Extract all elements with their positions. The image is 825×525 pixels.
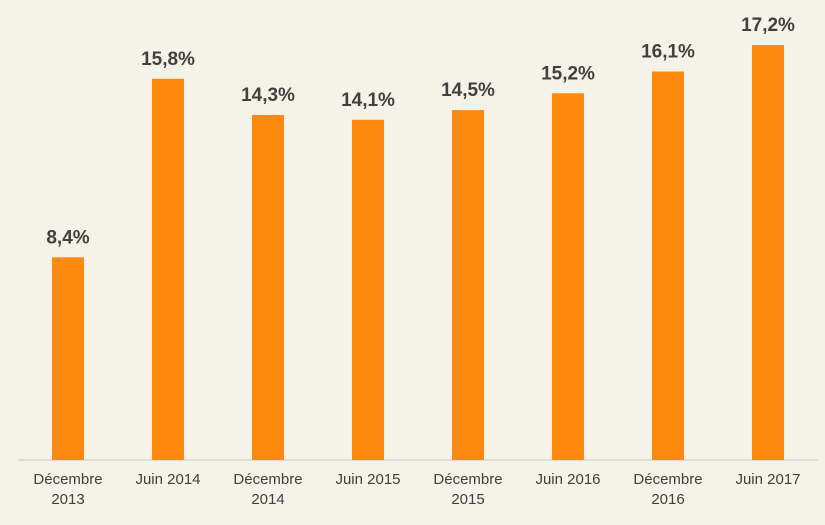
data-label: 15,2% <box>541 63 595 84</box>
bar <box>252 114 284 460</box>
data-label: 14,3% <box>241 85 295 106</box>
data-label: 16,1% <box>641 42 695 63</box>
data-label: 15,8% <box>141 49 195 70</box>
x-tick-label: Décembre 2015 <box>433 471 503 508</box>
x-tick-label: Juin 2017 <box>735 471 801 488</box>
data-label: 14,1% <box>341 90 395 111</box>
bar <box>652 71 684 460</box>
bar <box>52 257 84 460</box>
bar <box>352 119 384 460</box>
data-label: 14,5% <box>441 80 495 101</box>
x-tick-label: Juin 2016 <box>535 471 601 488</box>
bar <box>552 93 584 461</box>
bar <box>752 45 784 460</box>
data-label: 8,4% <box>46 227 89 248</box>
x-tick-label: Décembre 2016 <box>633 471 703 508</box>
x-tick-label: Juin 2015 <box>335 471 401 488</box>
bar <box>452 110 484 460</box>
x-tick-label: Décembre 2013 <box>33 471 103 508</box>
data-label: 17,2% <box>741 15 795 36</box>
x-tick-label: Juin 2014 <box>135 471 201 488</box>
bar <box>152 78 184 461</box>
x-tick-label: Décembre 2014 <box>233 471 303 508</box>
